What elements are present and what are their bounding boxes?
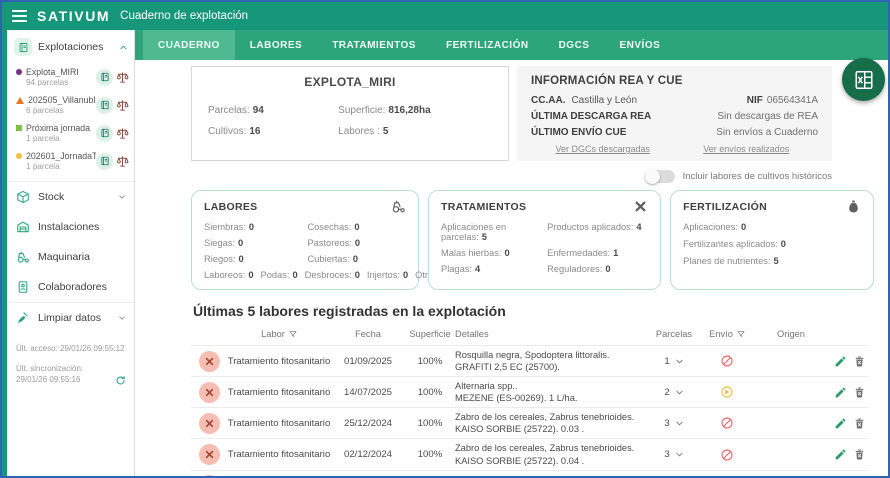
blocked-icon[interactable] (720, 448, 734, 462)
tab-labores[interactable]: LABORES (249, 39, 303, 51)
filter-icon[interactable] (737, 330, 745, 338)
chevron-down-icon[interactable] (675, 357, 684, 366)
link-ver-envios[interactable]: Ver envíos realizados (703, 144, 790, 154)
sidebar-item-instalaciones[interactable]: Instalaciones (7, 212, 134, 242)
sidebar-item-limpiar-datos[interactable]: Limpiar datos (7, 302, 134, 333)
delete-icon[interactable] (853, 417, 866, 430)
last-sync-text: Últ. sincronización: 29/01/26 09:55:16 (16, 363, 84, 385)
table-row: Tratamiento fitosanitario 14/07/2025 100… (191, 469, 868, 476)
farm-summary-card: EXPLOTA_MIRI Parcelas: 94 Superficie: 816,… (191, 66, 509, 161)
menu-icon[interactable] (12, 10, 27, 22)
tractor-icon (16, 250, 30, 264)
app-logo: SATIVUM (37, 8, 111, 24)
spray-icon (199, 412, 220, 434)
sidebar-item-stock[interactable]: Stock (7, 182, 134, 212)
scales-icon[interactable] (116, 71, 129, 84)
table-row: Tratamiento fitosanitario 01/09/2025 100… (191, 345, 868, 376)
labores-table: Labor Fecha Superficie Detalles Parcelas… (191, 329, 868, 476)
tab-cuaderno[interactable]: CUADERNO (143, 30, 235, 60)
tractor-icon (391, 199, 406, 214)
edit-icon[interactable] (834, 448, 847, 461)
table-row: Tratamiento fitosanitario 14/07/2025 100… (191, 376, 868, 407)
rea-card-title: INFORMACIÓN REA Y CUE (531, 75, 683, 87)
content: EXPLOTA_MIRI Parcelas: 94 Superficie: 816,… (135, 60, 888, 476)
chevron-down-icon[interactable] (675, 450, 684, 459)
table-row: Tratamiento fitosanitario 25/12/2024 100… (191, 407, 868, 438)
refresh-icon[interactable] (115, 375, 126, 386)
delete-icon[interactable] (853, 386, 866, 399)
tab-fertilizacion[interactable]: FERTILIZACIÓN (445, 39, 529, 51)
farm-card-title: EXPLOTA_MIRI (304, 75, 396, 89)
spray-icon (199, 350, 220, 372)
farm-status-dot (16, 125, 22, 131)
fertilizer-sack-icon (846, 199, 861, 214)
topbar: SATIVUM Cuaderno de explotación (2, 2, 888, 30)
chevron-down-icon[interactable] (675, 388, 684, 397)
tab-envios[interactable]: ENVÍOS (619, 39, 661, 51)
spray-icon (199, 475, 220, 476)
chevron-up-icon (119, 43, 128, 52)
cuaderno-icon[interactable] (96, 68, 113, 86)
scales-icon[interactable] (116, 127, 129, 140)
sidebar-item-colaboradores[interactable]: Colaboradores (7, 272, 134, 302)
spray-icon (199, 381, 220, 403)
chevron-down-icon (118, 314, 126, 322)
scales-icon[interactable] (116, 155, 129, 168)
spray-icon (199, 444, 220, 466)
cuaderno-icon[interactable] (96, 124, 113, 142)
farm-status-dot (16, 153, 22, 159)
toggle-label: Incluir labores de cultivos históricos (682, 171, 832, 182)
spray-icon (633, 199, 648, 214)
chevron-down-icon[interactable] (675, 419, 684, 428)
fertilizacion-card: FERTILIZACIÓN Aplicaciones: 0 Fertilizant… (670, 190, 874, 290)
tab-dgcs[interactable]: DGCS (558, 39, 590, 51)
edit-icon[interactable] (834, 386, 847, 399)
explotaciones-label: Explotaciones (38, 41, 104, 53)
cuaderno-icon[interactable] (96, 152, 113, 170)
table-row: Tratamiento fitosanitario 02/12/2024 100… (191, 438, 868, 469)
journal-icon (14, 38, 32, 56)
page-title: Cuaderno de explotación (120, 10, 249, 22)
historic-crops-toggle[interactable] (644, 169, 675, 184)
last-access-text: Últ. acceso: 29/01/26 09:55:12 (16, 344, 125, 353)
sidebar-item-maquinaria[interactable]: Maquinaria (7, 242, 134, 272)
tabbar: CUADERNO LABORES TRATAMIENTOS FERTILIZAC… (135, 30, 888, 60)
warehouse-icon (16, 220, 30, 234)
box-icon (16, 190, 30, 204)
send-icon[interactable] (720, 385, 734, 399)
sidebar-footer: Últ. acceso: 29/01/26 09:55:12 Últ. sinc… (7, 333, 134, 392)
delete-icon[interactable] (853, 355, 866, 368)
cuaderno-icon[interactable] (96, 96, 113, 114)
blocked-icon[interactable] (720, 416, 734, 430)
tratamientos-card: TRATAMIENTOS Aplicaciones en parcelas: 5 … (428, 190, 662, 290)
link-ver-dgcs[interactable]: Ver DGCs descargadas (555, 144, 651, 154)
delete-icon[interactable] (853, 448, 866, 461)
tab-tratamientos[interactable]: TRATAMIENTOS (332, 39, 416, 51)
filter-icon[interactable] (289, 330, 297, 338)
edit-icon[interactable] (834, 355, 847, 368)
farm-item[interactable]: 202601_JornadaTodoM... 1 parcela (7, 147, 134, 175)
sidebar-item-explotaciones[interactable]: Explotaciones (7, 30, 134, 63)
edit-icon[interactable] (834, 417, 847, 430)
farm-item[interactable]: Explota_MIRI 94 parcelas (7, 63, 134, 91)
farm-item[interactable]: Próxima jornada 1 parcela (7, 119, 134, 147)
excel-icon (853, 69, 875, 91)
main-area: CUADERNO LABORES TRATAMIENTOS FERTILIZAC… (135, 30, 888, 476)
chevron-down-icon (118, 193, 126, 201)
farm-status-dot (16, 69, 22, 75)
labores-card: LABORES Siembras: 0 Cosechas: 0 Siegas: 0 P… (191, 190, 449, 290)
badge-icon (16, 280, 30, 294)
broom-icon (16, 311, 30, 325)
farm-status-dot (16, 96, 24, 104)
export-excel-button[interactable] (842, 58, 885, 101)
farm-item[interactable]: 202505_Villanubla 6 parcelas (7, 91, 134, 119)
labores-table-title: Últimas 5 labores registradas en la expl… (193, 303, 506, 319)
rea-cue-card: INFORMACIÓN REA Y CUE CC.AA. Castilla y L… (517, 66, 832, 161)
sidebar: Explotaciones Explota_MIRI 94 parcelas 2… (2, 30, 135, 476)
blocked-icon[interactable] (720, 354, 734, 368)
scales-icon[interactable] (116, 99, 129, 112)
